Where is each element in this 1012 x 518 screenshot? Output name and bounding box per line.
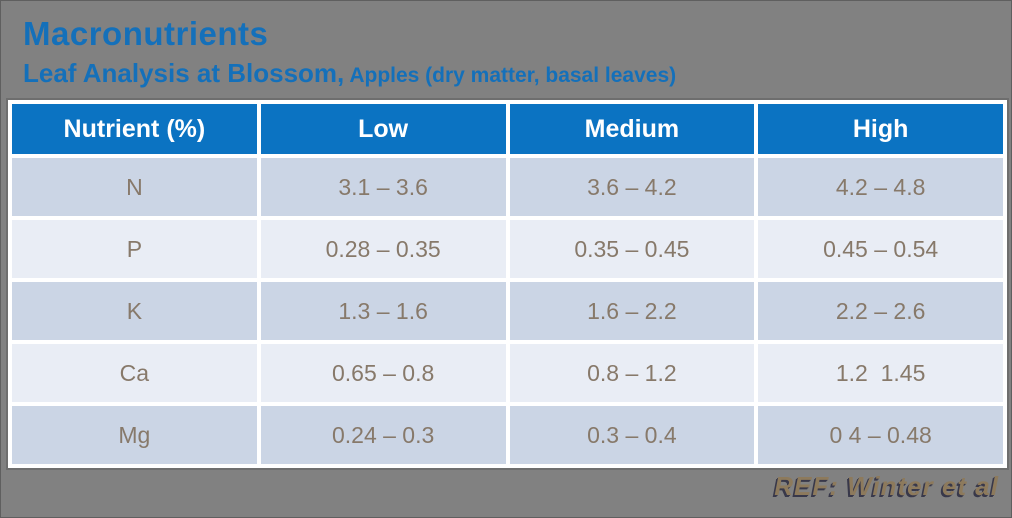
cell-low: 0.28 – 0.35	[260, 220, 506, 278]
column-header-medium: Medium	[509, 104, 755, 154]
table-body: N 3.1 – 3.6 3.6 – 4.2 4.2 – 4.8 P 0.28 –…	[12, 158, 1003, 464]
table-row-mg: Mg 0.24 – 0.3 0.3 – 0.4 0 4 – 0.48	[12, 406, 1003, 464]
cell-low: 0.65 – 0.8	[260, 344, 506, 402]
cell-high: 0.45 – 0.54	[758, 220, 1003, 278]
cell-nutrient: N	[12, 158, 257, 216]
column-header-high: High	[758, 104, 1003, 154]
cell-high: 2.2 – 2.6	[758, 282, 1003, 340]
cell-nutrient: Mg	[12, 406, 257, 464]
cell-medium: 0.3 – 0.4	[509, 406, 755, 464]
cell-high: 1.2 1.45	[758, 344, 1003, 402]
cell-nutrient: P	[12, 220, 257, 278]
reference-credit: REF: Winter et al	[774, 471, 999, 501]
cell-medium: 1.6 – 2.2	[509, 282, 755, 340]
cell-medium: 0.8 – 1.2	[509, 344, 755, 402]
table-header: Nutrient (%) Low Medium High	[12, 104, 1003, 154]
cell-nutrient: Ca	[12, 344, 257, 402]
page-title: Macronutrients	[23, 15, 269, 52]
table-row-ca: Ca 0.65 – 0.8 0.8 – 1.2 1.2 1.45	[12, 344, 1003, 402]
cell-medium: 3.6 – 4.2	[509, 158, 755, 216]
column-header-low: Low	[260, 104, 506, 154]
cell-low: 0.24 – 0.3	[260, 406, 506, 464]
cell-high: 4.2 – 4.8	[758, 158, 1003, 216]
page-subtitle: Leaf Analysis at Blossom, Apples (dry ma…	[23, 58, 676, 89]
cell-medium: 0.35 – 0.45	[509, 220, 755, 278]
cell-nutrient: K	[12, 282, 257, 340]
table-row-n: N 3.1 – 3.6 3.6 – 4.2 4.2 – 4.8	[12, 158, 1003, 216]
header-row: Nutrient (%) Low Medium High	[12, 104, 1003, 154]
subtitle-secondary: Apples (dry matter, basal leaves)	[344, 64, 677, 87]
subtitle-main: Leaf Analysis at Blossom,	[23, 58, 345, 88]
table-row-k: K 1.3 – 1.6 1.6 – 2.2 2.2 – 2.6	[12, 282, 1003, 340]
nutrient-table: Nutrient (%) Low Medium High N 3.1 – 3.6…	[6, 98, 1009, 470]
cell-low: 3.1 – 3.6	[260, 158, 506, 216]
table-row-p: P 0.28 – 0.35 0.35 – 0.45 0.45 – 0.54	[12, 220, 1003, 278]
cell-high: 0 4 – 0.48	[758, 406, 1003, 464]
cell-low: 1.3 – 1.6	[260, 282, 506, 340]
column-header-nutrient: Nutrient (%)	[12, 104, 257, 154]
